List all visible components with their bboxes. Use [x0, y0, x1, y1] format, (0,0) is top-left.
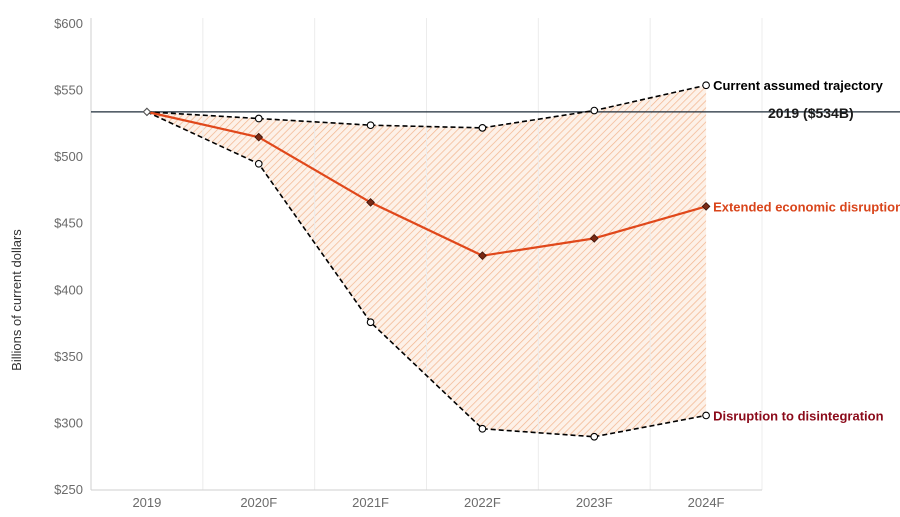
series-line [146, 110, 707, 257]
data-point [142, 107, 152, 117]
x-tick-label: 2021F [352, 495, 389, 510]
x-tick-label: 2020F [240, 495, 277, 510]
x-tick-label: 2023F [576, 495, 613, 510]
data-point [589, 233, 599, 243]
data-point [254, 159, 263, 168]
y-tick-label: $400 [54, 282, 83, 297]
x-tick-label: 2024F [688, 495, 725, 510]
data-point [478, 424, 487, 433]
series-lines [142, 81, 711, 441]
y-tick-label: $600 [54, 16, 83, 31]
data-point [254, 132, 264, 142]
data-point [702, 411, 710, 420]
y-tick-label: $300 [54, 415, 83, 430]
data-point [590, 432, 599, 441]
y-tick-label: $450 [54, 216, 83, 231]
y-tick-label: $550 [54, 83, 83, 98]
data-point [478, 251, 487, 261]
axes: $250 $300 $350 $400 $450 $500 $550 $600 2019 2020… [54, 16, 762, 510]
data-point [366, 318, 375, 327]
data-point [366, 198, 375, 207]
vertical-gridlines [90, 18, 763, 490]
data-point [701, 202, 711, 211]
series-label: Disruption to disintegration [713, 408, 883, 423]
y-axis-label: Billions of current dollars [9, 229, 24, 371]
data-point [254, 114, 263, 123]
x-tick-label: 2019 [132, 495, 161, 510]
series-label: Current assumed trajectory [713, 78, 884, 93]
y-tick-label: $500 [54, 149, 83, 164]
data-point [702, 81, 710, 90]
series-labels: Current assumed trajectory Disruption to … [713, 78, 900, 423]
data-point [590, 106, 599, 115]
series-line [146, 84, 707, 129]
x-tick-label: 2022F [464, 495, 501, 510]
y-tick-label: $250 [54, 482, 83, 497]
reference-line-label: 2019 ($534B) [768, 105, 854, 121]
y-tick-label: $350 [54, 349, 83, 364]
data-point [478, 124, 487, 132]
series-line [146, 111, 707, 438]
series-label: Extended economic disruption [713, 199, 900, 214]
data-point [366, 121, 375, 130]
reference-line-2019: 2019 ($534B) [91, 105, 900, 121]
